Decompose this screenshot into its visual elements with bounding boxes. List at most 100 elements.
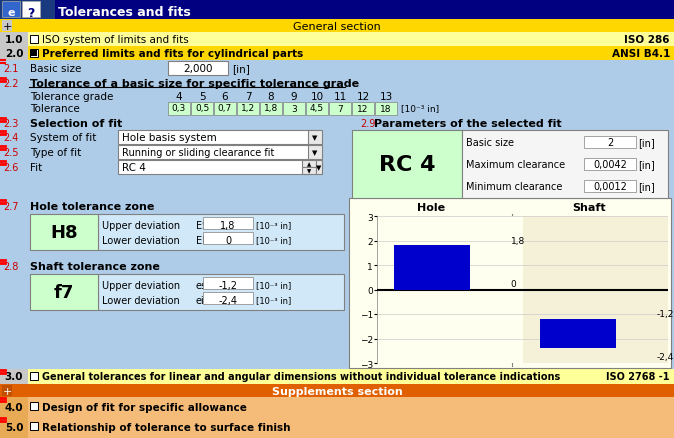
Text: Selection of fit: Selection of fit — [30, 119, 122, 129]
Text: 2.8: 2.8 — [3, 261, 18, 272]
Text: 18: 18 — [380, 104, 392, 113]
Bar — [203, 233, 253, 244]
Text: 0,5: 0,5 — [195, 104, 209, 113]
Text: Parameters of the selected fit: Parameters of the selected fit — [374, 119, 561, 129]
Bar — [0, 0, 674, 20]
Text: 10: 10 — [311, 92, 324, 102]
Bar — [0, 417, 28, 438]
Bar — [584, 137, 636, 148]
Bar — [0, 33, 674, 47]
Bar — [118, 131, 314, 145]
Bar — [584, 180, 636, 193]
Text: 2.3: 2.3 — [3, 119, 18, 129]
Text: 0,0042: 0,0042 — [593, 159, 627, 170]
Text: -2,4: -2,4 — [218, 295, 237, 305]
Text: General section: General section — [293, 22, 381, 32]
Text: [10⁻³ in]: [10⁻³ in] — [256, 236, 291, 245]
Bar — [118, 146, 314, 159]
Bar — [22, 2, 40, 18]
Text: Preferred limits and fits for cylindrical parts: Preferred limits and fits for cylindrica… — [42, 49, 303, 59]
Text: 7: 7 — [337, 104, 343, 113]
Text: ISO system of limits and fits: ISO system of limits and fits — [42, 35, 189, 45]
Text: Hole tolerance zone: Hole tolerance zone — [30, 201, 154, 212]
Text: [10⁻³ in]: [10⁻³ in] — [256, 296, 291, 305]
Text: Fit: Fit — [30, 162, 42, 173]
Bar — [0, 33, 28, 47]
Text: Hole basis system: Hole basis system — [122, 133, 217, 143]
Bar — [191, 103, 213, 116]
Text: Type of fit: Type of fit — [30, 148, 82, 158]
Text: 5: 5 — [199, 92, 206, 102]
Bar — [302, 161, 316, 168]
Text: Tolerance of a basic size for specific tolerance grade: Tolerance of a basic size for specific t… — [30, 79, 359, 89]
Text: Lower deviation: Lower deviation — [102, 236, 180, 245]
Bar — [168, 103, 190, 116]
Bar — [0, 47, 28, 61]
Text: -2,4: -2,4 — [656, 352, 673, 361]
Bar — [260, 103, 282, 116]
Bar — [168, 62, 228, 76]
Text: 1,8: 1,8 — [511, 237, 525, 245]
Bar — [522, 216, 668, 363]
Text: 12: 12 — [357, 104, 369, 113]
Bar — [98, 274, 344, 310]
Bar — [316, 161, 322, 175]
Text: 2.0: 2.0 — [5, 49, 23, 59]
Text: 3.0: 3.0 — [5, 371, 23, 381]
Text: [10⁻³ in]: [10⁻³ in] — [256, 281, 291, 290]
Bar — [584, 159, 636, 171]
Bar — [283, 103, 305, 116]
Text: -1,2: -1,2 — [656, 310, 674, 319]
Text: Relationship of tolerance to surface finish: Relationship of tolerance to surface fin… — [42, 422, 290, 432]
Text: 11: 11 — [334, 92, 346, 102]
Text: -1,2: -1,2 — [218, 280, 237, 290]
Bar — [203, 218, 253, 230]
Text: 2.5: 2.5 — [3, 148, 18, 158]
Text: ISO 286: ISO 286 — [625, 35, 670, 45]
Text: Maximum clearance: Maximum clearance — [466, 159, 565, 170]
Text: RC 4: RC 4 — [122, 162, 146, 173]
Text: ▼: ▼ — [312, 135, 317, 141]
Bar — [2, 21, 12, 32]
Text: Lower deviation: Lower deviation — [102, 295, 180, 305]
Text: 2.1: 2.1 — [3, 64, 18, 74]
Text: 2.4: 2.4 — [3, 133, 18, 143]
Text: [in]: [in] — [638, 182, 654, 191]
Bar — [203, 277, 253, 290]
Text: es: es — [196, 280, 207, 290]
Text: ▼: ▼ — [316, 165, 321, 171]
Text: 4,5: 4,5 — [310, 104, 324, 113]
Bar — [30, 402, 38, 410]
Text: ▼: ▼ — [312, 150, 317, 155]
Text: ▲: ▲ — [307, 162, 311, 167]
Bar — [118, 161, 308, 175]
Text: 2.9: 2.9 — [360, 119, 375, 129]
Text: 4: 4 — [176, 92, 182, 102]
Text: System of fit: System of fit — [30, 133, 96, 143]
Text: 1,8: 1,8 — [220, 220, 236, 230]
Text: General tolerances for linear and angular dimensions without individual toleranc: General tolerances for linear and angula… — [42, 371, 560, 381]
Text: 13: 13 — [379, 92, 393, 102]
Text: +: + — [2, 386, 11, 396]
Text: 2.6: 2.6 — [3, 162, 18, 173]
Text: Tolerance grade: Tolerance grade — [30, 92, 113, 102]
Text: ei: ei — [196, 295, 205, 305]
Bar — [0, 369, 28, 384]
Text: 8: 8 — [268, 92, 274, 102]
Text: 2: 2 — [607, 138, 613, 148]
Bar — [377, 216, 522, 363]
Text: 4.0: 4.0 — [5, 402, 24, 412]
Text: f7: f7 — [54, 283, 74, 301]
Text: EI: EI — [196, 236, 205, 245]
Bar — [2, 385, 12, 396]
Text: Upper deviation: Upper deviation — [102, 220, 180, 230]
Bar — [0, 369, 674, 384]
Text: Shaft tolerance zone: Shaft tolerance zone — [30, 261, 160, 272]
Text: [in]: [in] — [232, 64, 250, 74]
Text: Supplements section: Supplements section — [272, 386, 402, 396]
Text: 1.0: 1.0 — [5, 35, 23, 45]
Bar — [375, 103, 397, 116]
Text: ES: ES — [196, 220, 208, 230]
Bar — [98, 215, 344, 251]
Text: 0,3: 0,3 — [172, 104, 186, 113]
